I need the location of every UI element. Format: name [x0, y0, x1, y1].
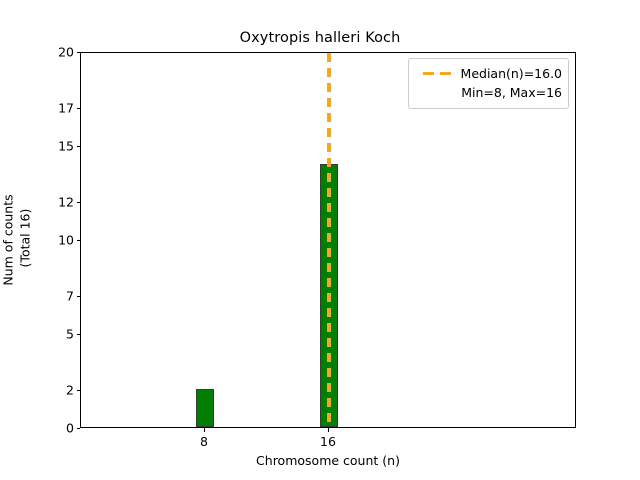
y-tick-label: 0: [66, 420, 74, 436]
dashed-line-icon: [422, 71, 453, 76]
plot-area: [80, 52, 576, 428]
y-tick-label: 17: [58, 100, 74, 116]
y-tick-mark: [76, 52, 80, 54]
legend-item: Median(n)=16.0: [415, 64, 562, 83]
chart-legend: Median(n)=16.0 Min=8, Max=16: [408, 58, 569, 109]
y-tick-mark: [76, 334, 80, 336]
x-tick-label: 16: [320, 434, 336, 449]
y-tick-label: 5: [66, 326, 74, 342]
y-tick-label: 20: [58, 44, 74, 60]
median-line: [327, 53, 331, 427]
legend-item-label: Min=8, Max=16: [461, 85, 562, 100]
y-tick-label: 12: [58, 194, 74, 210]
legend-item: Min=8, Max=16: [415, 83, 562, 102]
y-tick-mark: [76, 202, 80, 204]
y-tick-mark: [76, 108, 80, 110]
y-tick-label: 10: [58, 232, 74, 248]
y-tick-mark: [76, 390, 80, 392]
bar: [196, 389, 214, 427]
y-tick-mark: [76, 428, 80, 430]
x-tick-mark: [204, 428, 206, 432]
x-tick-mark: [328, 428, 330, 432]
y-tick-mark: [76, 296, 80, 298]
x-axis-label: Chromosome count (n): [256, 453, 400, 468]
y-tick-label: 2: [66, 382, 74, 398]
y-tick-label: 7: [66, 288, 74, 304]
x-tick-label: 8: [200, 434, 208, 449]
y-tick-mark: [76, 146, 80, 148]
y-tick-label: 15: [58, 138, 74, 154]
y-tick-mark: [76, 240, 80, 242]
chart-title: Oxytropis halleri Koch: [239, 30, 401, 46]
legend-item-label: Median(n)=16.0: [460, 66, 562, 81]
